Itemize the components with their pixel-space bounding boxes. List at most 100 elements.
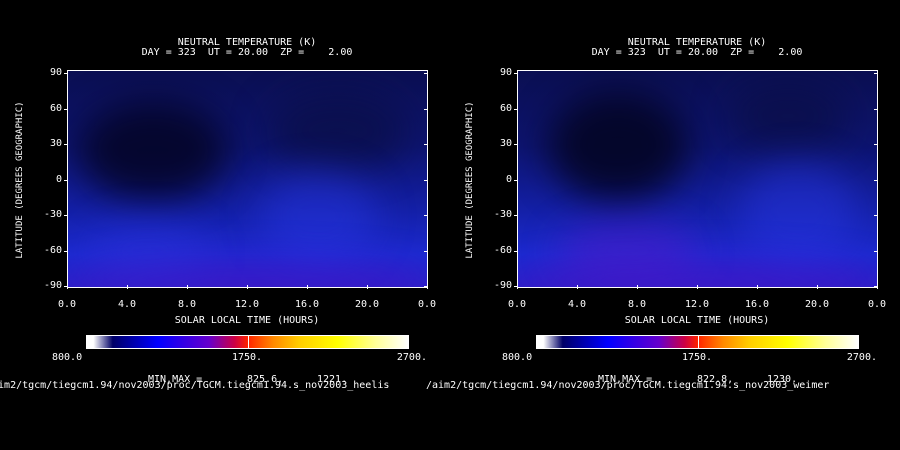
x-tick-mark — [67, 285, 68, 289]
x-tick-label: 12.0 — [234, 299, 260, 310]
y-tick-mark — [64, 250, 68, 252]
y-tick-mark — [64, 144, 68, 145]
x-tick-label: 20.0 — [354, 299, 380, 310]
x-tick-mark — [517, 285, 518, 289]
heatmap-panel-right: NEUTRAL TEMPERATURE (K) DAY = 323 UT = 20… — [426, 0, 900, 450]
min-max-label: MIN,MAX = — [598, 374, 653, 385]
colorbar-mid-label: 1750. — [231, 352, 263, 363]
x-tick-label: 4.0 — [567, 299, 587, 310]
colorbar-mid-marker — [698, 336, 699, 348]
x-tick-mark — [247, 285, 248, 289]
y-tick-mark — [514, 250, 518, 252]
y-tick-mark-right — [424, 73, 428, 74]
temperature-contour-1 — [78, 101, 228, 201]
colorbar-mid-marker — [248, 336, 249, 348]
x-tick-mark — [307, 285, 308, 289]
min-max-label: MIN,MAX = — [148, 374, 203, 385]
y-tick-mark — [64, 215, 68, 216]
y-tick-mark-right — [874, 179, 878, 181]
y-axis-label: LATITUDE (DEGREES GEOGRAPHIC) — [15, 101, 25, 259]
y-tick-mark — [514, 179, 518, 181]
y-tick-mark-right — [874, 73, 878, 74]
x-tick-label: 8.0 — [627, 299, 647, 310]
x-tick-mark — [127, 285, 128, 289]
y-tick-mark — [64, 108, 68, 110]
x-tick-mark — [187, 285, 188, 289]
data-file-path: /aim2/tgcm/tiegcm1.94/nov2003/proc/TGCM.… — [0, 380, 390, 391]
heatmap-plot-area — [517, 70, 878, 288]
heatmap-panel-left: NEUTRAL TEMPERATURE (K) DAY = 323 UT = 20… — [0, 37, 436, 391]
y-tick-label: -60 — [43, 244, 62, 256]
y-tick-label: 60 — [49, 102, 62, 114]
x-tick-mark — [367, 285, 368, 289]
y-tick-mark-right — [424, 108, 428, 110]
x-axis-label: SOLAR LOCAL TIME (HOURS) — [624, 315, 770, 326]
colorbar-mid-label: 1750. — [681, 352, 713, 363]
y-tick-mark — [514, 73, 518, 74]
temperature-contour-2 — [728, 81, 848, 151]
colorbar-max-label: 2700. — [396, 352, 427, 363]
x-tick-label: 0.0 — [507, 299, 527, 310]
x-tick-label: 20.0 — [804, 299, 830, 310]
min-value: 822.8, — [697, 374, 734, 385]
colorbar — [536, 335, 859, 349]
temperature-contour-5 — [518, 261, 877, 287]
y-tick-label: 0 — [505, 173, 512, 185]
y-tick-label: -90 — [493, 280, 512, 291]
colorbar-min-label: 800.0 — [52, 352, 83, 363]
x-tick-mark — [637, 285, 638, 289]
y-tick-label: -90 — [43, 280, 62, 291]
y-tick-mark — [514, 286, 518, 287]
x-tick-label: 16.0 — [744, 299, 770, 310]
y-tick-mark — [64, 73, 68, 74]
y-tick-mark — [514, 144, 518, 145]
x-tick-mark — [427, 285, 428, 289]
y-tick-label: 90 — [499, 67, 512, 78]
x-tick-label: 12.0 — [684, 299, 710, 310]
colorbar-min-label: 800.0 — [502, 352, 533, 363]
x-tick-label: 4.0 — [117, 299, 137, 310]
x-tick-mark — [577, 285, 578, 289]
y-tick-mark-right — [424, 250, 428, 252]
y-tick-mark-right — [874, 250, 878, 252]
chart-subtitle: DAY = 323 UT = 20.00 ZP = 2.00 — [591, 47, 803, 58]
y-tick-label: 0 — [55, 173, 62, 185]
y-tick-mark-right — [424, 286, 428, 287]
y-tick-mark — [514, 215, 518, 216]
chart-title: NEUTRAL TEMPERATURE (K) — [177, 37, 317, 48]
y-tick-mark-right — [424, 179, 428, 181]
y-tick-label: -60 — [493, 244, 512, 256]
temperature-contour-1 — [548, 91, 688, 201]
y-tick-label: 60 — [499, 102, 512, 114]
y-tick-mark — [64, 286, 68, 287]
y-tick-mark-right — [424, 144, 428, 145]
y-axis-label: LATITUDE (DEGREES GEOGRAPHIC) — [465, 101, 475, 259]
temperature-contour-3 — [738, 161, 858, 261]
x-tick-label: 16.0 — [294, 299, 320, 310]
x-tick-label: 0.0 — [57, 299, 77, 310]
min-value: 825.6, — [247, 374, 284, 385]
x-tick-mark — [877, 285, 878, 289]
temperature-contour-3 — [258, 171, 378, 261]
y-tick-label: 30 — [499, 138, 512, 149]
y-tick-mark — [64, 179, 68, 181]
x-tick-mark — [697, 285, 698, 289]
y-tick-mark — [514, 108, 518, 110]
y-tick-mark-right — [874, 108, 878, 110]
y-tick-mark-right — [874, 144, 878, 145]
temperature-contour-5 — [68, 261, 427, 287]
x-tick-label: 8.0 — [177, 299, 197, 310]
colorbar — [86, 335, 409, 349]
data-file-path: /aim2/tgcm/tiegcm1.94/nov2003/proc/TGCM.… — [426, 380, 830, 391]
y-tick-label: 90 — [49, 67, 62, 78]
chart-subtitle: DAY = 323 UT = 20.00 ZP = 2.00 — [141, 47, 353, 58]
max-value: 1221. — [317, 374, 348, 385]
y-tick-mark-right — [874, 286, 878, 287]
y-tick-mark-right — [874, 215, 878, 216]
colorbar-max-label: 2700. — [846, 352, 877, 363]
x-axis-label: SOLAR LOCAL TIME (HOURS) — [174, 315, 320, 326]
y-tick-label: 30 — [49, 138, 62, 149]
y-tick-label: -30 — [43, 209, 62, 220]
x-tick-label: 0.0 — [867, 299, 887, 310]
max-value: 1230. — [767, 374, 798, 385]
